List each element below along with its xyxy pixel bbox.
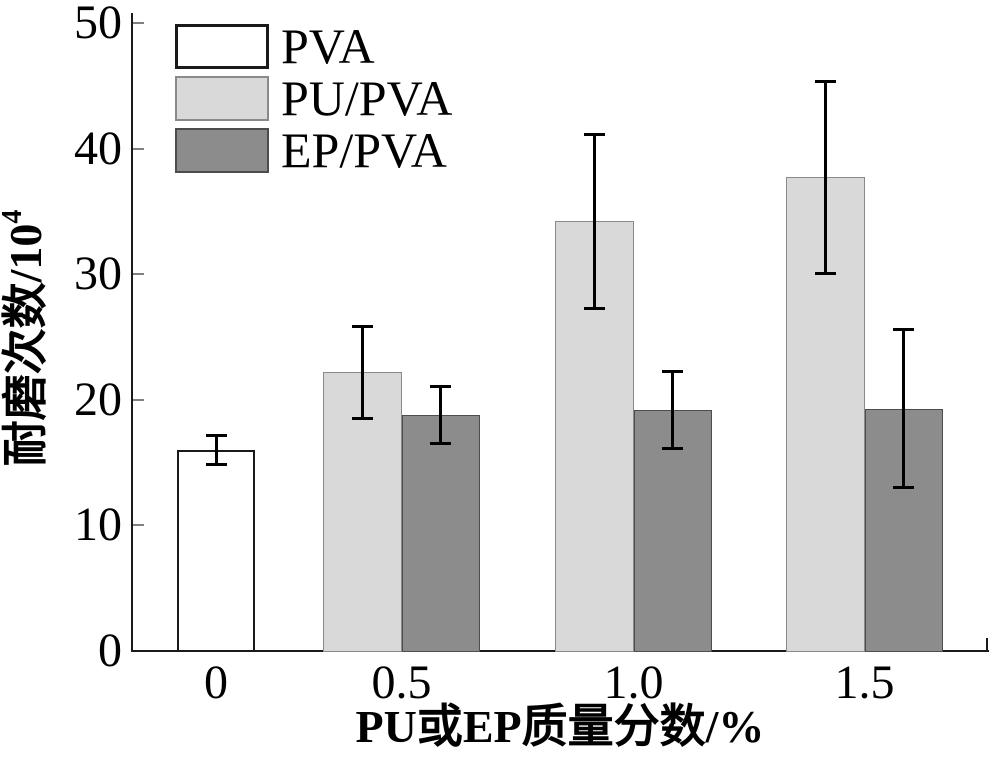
error-bar-line-pu-pva-1.0	[592, 133, 596, 310]
legend-item-pva: PVA	[175, 18, 452, 74]
y-tick-30	[133, 273, 144, 276]
legend-item-ep-pva: EP/PVA	[175, 122, 452, 178]
y-tick-label-40: 40	[74, 121, 122, 175]
error-bar-line-pu-pva-1.5	[823, 80, 827, 275]
y-tick-40	[133, 147, 144, 150]
error-bar-line-ep-pva-0.5	[439, 385, 443, 444]
legend-label-pu-pva: PU/PVA	[281, 70, 453, 126]
error-bar-line-ep-pva-1.0	[671, 370, 675, 449]
y-axis-line	[131, 13, 133, 652]
x-axis-title: PU或EP质量分数/%	[355, 701, 765, 752]
x-tick-label-0.5: 0.5	[371, 656, 432, 709]
error-bar-cap-top-ep-pva-0.5	[430, 384, 452, 388]
error-bar-cap-top-pu-pva-0.5	[351, 324, 373, 328]
legend-label-pva: PVA	[281, 18, 375, 74]
error-bar-line-pva-0	[214, 434, 218, 466]
y-tick-label-30: 30	[74, 247, 122, 301]
y-axis-title: 耐磨次数/104	[0, 210, 51, 467]
x-tick-label-1.0: 1.0	[603, 656, 664, 709]
bar-pva-0	[176, 450, 256, 652]
error-bar-cap-top-pva-0	[205, 433, 227, 437]
error-bar-cap-top-pu-pva-1.0	[583, 132, 605, 136]
error-bar-line-ep-pva-1.5	[902, 329, 906, 488]
legend-swatch-ep-pva	[175, 127, 269, 173]
y-tick-50	[133, 22, 144, 24]
legend: PVA PU/PVA EP/PVA	[175, 18, 453, 179]
error-bar-cap-top-ep-pva-1.0	[662, 369, 684, 373]
legend-item-pu-pva: PU/PVA	[175, 70, 453, 126]
x-axis-end-tick	[986, 638, 988, 651]
y-tick-label-20: 20	[74, 372, 122, 426]
error-bar-cap-top-ep-pva-1.5	[893, 328, 915, 332]
x-tick-label-0: 0	[204, 656, 228, 709]
error-bar-cap-top-pu-pva-1.5	[814, 79, 836, 83]
y-tick-label-10: 10	[74, 498, 122, 552]
error-bar-cap-bottom-ep-pva-0.5	[430, 441, 452, 445]
error-bar-cap-bottom-ep-pva-1.5	[893, 485, 915, 489]
legend-label-ep-pva: EP/PVA	[281, 122, 447, 178]
legend-swatch-pu-pva	[175, 75, 269, 121]
y-tick-label-0: 0	[98, 624, 122, 677]
error-bar-cap-bottom-pu-pva-1.5	[814, 272, 836, 276]
error-bar-cap-bottom-ep-pva-1.0	[662, 446, 684, 450]
x-tick-label-1.5: 1.5	[834, 656, 895, 709]
bar-ep-pva-0.5	[401, 414, 480, 652]
error-bar-cap-bottom-pu-pva-0.5	[351, 416, 373, 420]
bar-ep-pva-1.0	[633, 409, 712, 652]
error-bar-cap-bottom-pva-0	[205, 463, 227, 467]
y-tick-20	[133, 398, 144, 401]
legend-swatch-pva	[175, 23, 269, 69]
y-tick-10	[133, 524, 144, 527]
error-bar-line-pu-pva-0.5	[360, 325, 364, 419]
error-bar-cap-bottom-pu-pva-1.0	[583, 307, 605, 311]
y-axis-title-exponent: 4	[0, 210, 28, 224]
y-tick-label-50: 50	[74, 0, 122, 49]
